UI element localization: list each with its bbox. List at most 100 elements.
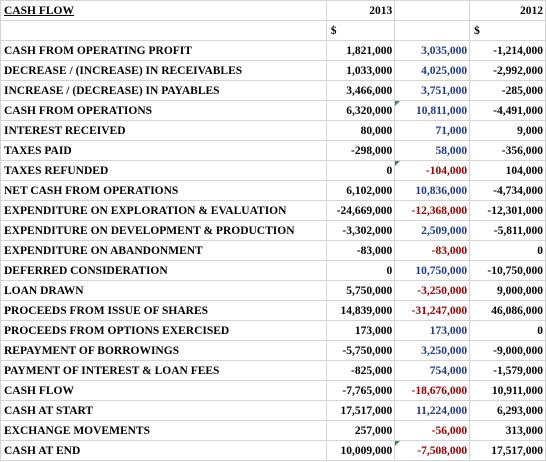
value-2012[interactable]: -2,992,000 <box>469 60 546 81</box>
value-2013[interactable]: -7,765,000 <box>325 380 396 401</box>
value-2013[interactable]: 14,839,000 <box>325 300 396 321</box>
value-2012[interactable]: 10,911,000 <box>469 380 546 401</box>
value-change[interactable]: 11,224,000 <box>394 400 471 421</box>
value-change[interactable]: -56,000 <box>394 420 471 441</box>
row-label[interactable]: PROCEEDS FROM ISSUE OF SHARES <box>0 300 327 321</box>
value-2012[interactable]: 0 <box>469 240 546 261</box>
row-label[interactable]: EXPENDITURE ON ABANDONMENT <box>0 240 327 261</box>
value-change[interactable]: -31,247,000 <box>394 300 471 321</box>
value-2012[interactable]: -10,750,000 <box>469 260 546 281</box>
value-2012[interactable]: -356,000 <box>469 140 546 161</box>
currency-2013[interactable]: $ <box>325 20 396 41</box>
value-2013[interactable]: 0 <box>325 260 396 281</box>
value-2013[interactable]: 17,517,000 <box>325 400 396 421</box>
table-row: LOAN DRAWN 5,750,000 -3,250,000 9,000,00… <box>0 280 546 301</box>
row-label[interactable]: LOAN DRAWN <box>0 280 327 301</box>
row-label[interactable]: EXCHANGE MOVEMENTS <box>0 420 327 441</box>
row-label[interactable]: TAXES PAID <box>0 140 327 161</box>
row-label[interactable]: CASH FLOW <box>0 380 327 401</box>
value-change[interactable]: -3,250,000 <box>394 280 471 301</box>
value-2013[interactable]: 1,033,000 <box>325 60 396 81</box>
value-2012[interactable]: 9,000,000 <box>469 280 546 301</box>
row-label[interactable]: CASH AT START <box>0 400 327 421</box>
empty-cell[interactable] <box>0 20 327 41</box>
value-2013[interactable]: -298,000 <box>325 140 396 161</box>
sheet-title[interactable]: CASH FLOW <box>0 0 327 21</box>
value-change[interactable]: 10,836,000 <box>394 180 471 201</box>
value-2013[interactable]: -83,000 <box>325 240 396 261</box>
value-2012[interactable]: 313,000 <box>469 420 546 441</box>
value-2013[interactable]: -825,000 <box>325 360 396 381</box>
row-label[interactable]: CASH AT END <box>0 440 327 461</box>
empty-cell[interactable] <box>394 20 471 41</box>
table-row: EXPENDITURE ON ABANDONMENT -83,000 -83,0… <box>0 240 546 261</box>
value-2013[interactable]: -24,669,000 <box>325 200 396 221</box>
value-2012[interactable]: 46,086,000 <box>469 300 546 321</box>
row-label[interactable]: PAYMENT OF INTEREST & LOAN FEES <box>0 360 327 381</box>
row-label[interactable]: DECREASE / (INCREASE) IN RECEIVABLES <box>0 60 327 81</box>
row-label[interactable]: NET CASH FROM OPERATIONS <box>0 180 327 201</box>
table-row: INTEREST RECEIVED 80,000 71,000 9,000 <box>0 120 546 141</box>
value-change[interactable]: 10,811,000 <box>394 100 471 121</box>
value-2012[interactable]: 0 <box>469 320 546 341</box>
value-2013[interactable]: -5,750,000 <box>325 340 396 361</box>
value-2012[interactable]: -1,214,000 <box>469 40 546 61</box>
row-label[interactable]: CASH FROM OPERATING PROFIT <box>0 40 327 61</box>
value-2013[interactable]: 1,821,000 <box>325 40 396 61</box>
value-change[interactable]: 10,750,000 <box>394 260 471 281</box>
row-label[interactable]: TAXES REFUNDED <box>0 160 327 181</box>
value-change[interactable]: 58,000 <box>394 140 471 161</box>
table-row: DEFERRED CONSIDERATION 0 10,750,000 -10,… <box>0 260 546 281</box>
value-change[interactable]: 3,751,000 <box>394 80 471 101</box>
value-2013[interactable]: -3,302,000 <box>325 220 396 241</box>
row-label[interactable]: EXPENDITURE ON DEVELOPMENT & PRODUCTION <box>0 220 327 241</box>
row-label[interactable]: EXPENDITURE ON EXPLORATION & EVALUATION <box>0 200 327 221</box>
value-2013[interactable]: 173,000 <box>325 320 396 341</box>
value-2012[interactable]: -12,301,000 <box>469 200 546 221</box>
year-2012-header[interactable]: 2012 <box>469 0 546 21</box>
value-2012[interactable]: -4,734,000 <box>469 180 546 201</box>
value-2013[interactable]: 6,320,000 <box>325 100 396 121</box>
value-change[interactable]: 4,025,000 <box>394 60 471 81</box>
value-2012[interactable]: 9,000 <box>469 120 546 141</box>
value-2013[interactable]: 10,009,000 <box>325 440 396 461</box>
value-2012[interactable]: -285,000 <box>469 80 546 101</box>
value-2012[interactable]: -5,811,000 <box>469 220 546 241</box>
value-2013[interactable]: 257,000 <box>325 420 396 441</box>
change-header-cell[interactable] <box>394 0 471 21</box>
value-change[interactable]: -83,000 <box>394 240 471 261</box>
value-change[interactable]: 2,509,000 <box>394 220 471 241</box>
value-change[interactable]: 173,000 <box>394 320 471 341</box>
value-2012[interactable]: -1,579,000 <box>469 360 546 381</box>
row-label[interactable]: INCREASE / (DECREASE) IN PAYABLES <box>0 80 327 101</box>
value-2013[interactable]: 6,102,000 <box>325 180 396 201</box>
value-change[interactable]: 754,000 <box>394 360 471 381</box>
table-row: NET CASH FROM OPERATIONS 6,102,000 10,83… <box>0 180 546 201</box>
value-change[interactable]: 71,000 <box>394 120 471 141</box>
row-label[interactable]: CASH FROM OPERATIONS <box>0 100 327 121</box>
value-change[interactable]: -7,508,000 <box>394 440 471 461</box>
value-2012[interactable]: -9,000,000 <box>469 340 546 361</box>
table-row: CASH FROM OPERATING PROFIT 1,821,000 3,0… <box>0 40 546 61</box>
row-label[interactable]: INTEREST RECEIVED <box>0 120 327 141</box>
table-row: PROCEEDS FROM OPTIONS EXERCISED 173,000 … <box>0 320 546 341</box>
currency-2012[interactable]: $ <box>469 20 546 41</box>
value-change[interactable]: 3,035,000 <box>394 40 471 61</box>
value-2013[interactable]: 80,000 <box>325 120 396 141</box>
value-change[interactable]: 3,250,000 <box>394 340 471 361</box>
value-2012[interactable]: 17,517,000 <box>469 440 546 461</box>
value-change[interactable]: -12,368,000 <box>394 200 471 221</box>
value-change[interactable]: -18,676,000 <box>394 380 471 401</box>
row-label[interactable]: REPAYMENT OF BORROWINGS <box>0 340 327 361</box>
row-label[interactable]: PROCEEDS FROM OPTIONS EXERCISED <box>0 320 327 341</box>
year-2013-header[interactable]: 2013 <box>325 0 396 21</box>
value-change[interactable]: -104,000 <box>394 160 471 181</box>
row-label[interactable]: DEFERRED CONSIDERATION <box>0 260 327 281</box>
value-2013[interactable]: 5,750,000 <box>325 280 396 301</box>
value-2012[interactable]: 104,000 <box>469 160 546 181</box>
value-2013[interactable]: 0 <box>325 160 396 181</box>
value-2012[interactable]: -4,491,000 <box>469 100 546 121</box>
table-row: CASH AT END 10,009,000 -7,508,000 17,517… <box>0 440 546 461</box>
value-2013[interactable]: 3,466,000 <box>325 80 396 101</box>
value-2012[interactable]: 6,293,000 <box>469 400 546 421</box>
